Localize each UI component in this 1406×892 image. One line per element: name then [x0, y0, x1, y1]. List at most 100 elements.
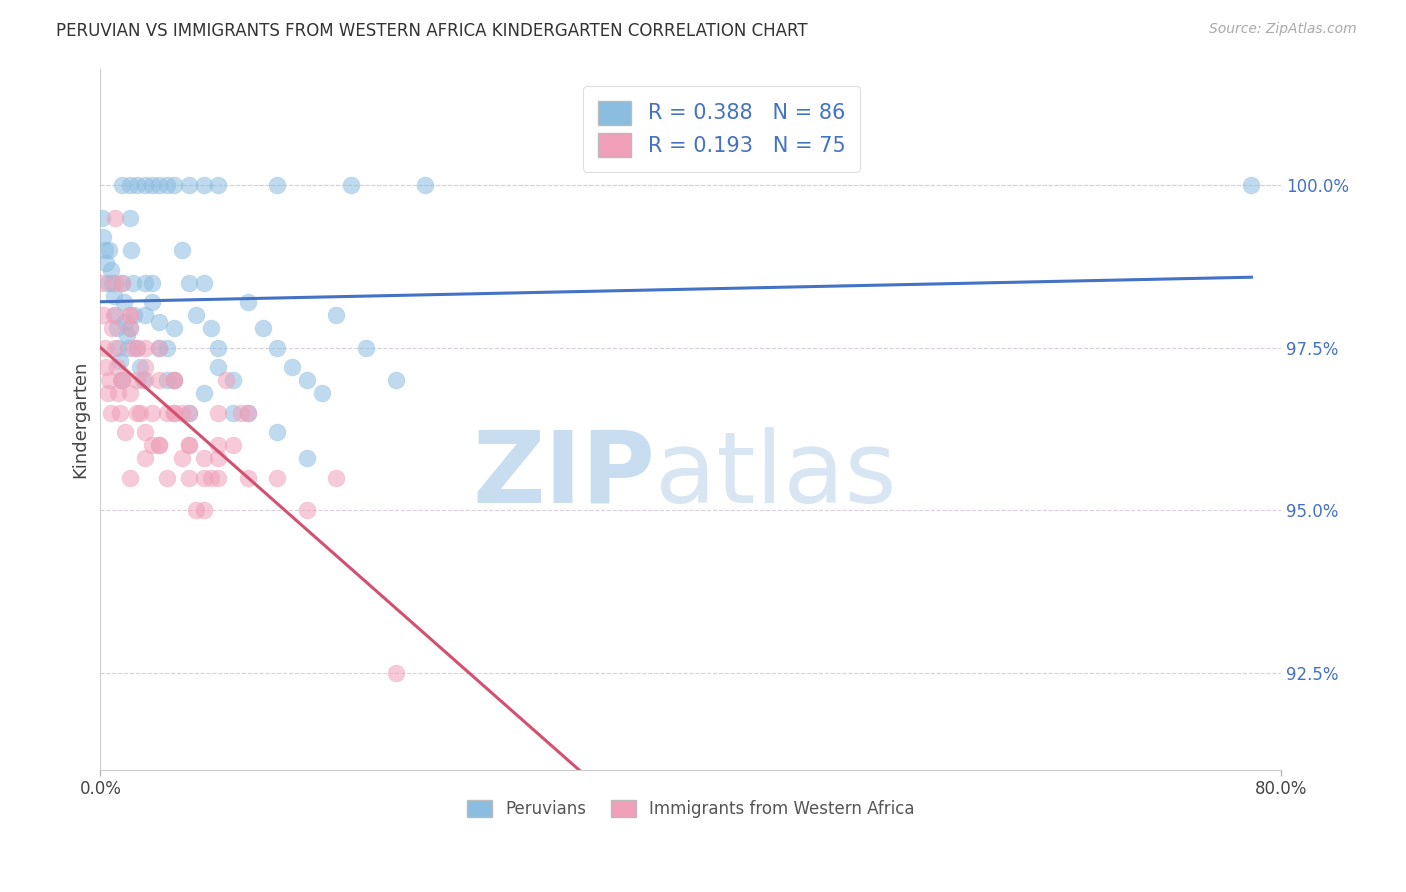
Point — [207, 406, 229, 420]
Point — [148, 341, 170, 355]
Point — [117, 341, 139, 355]
Point — [252, 321, 274, 335]
Point — [148, 178, 170, 193]
Point — [177, 406, 200, 420]
Point — [100, 263, 122, 277]
Point — [156, 341, 179, 355]
Point — [108, 353, 131, 368]
Point — [236, 295, 259, 310]
Point — [281, 360, 304, 375]
Point — [104, 341, 127, 355]
Point — [311, 386, 333, 401]
Point — [156, 406, 179, 420]
Point — [104, 276, 127, 290]
Point — [177, 438, 200, 452]
Point — [170, 244, 193, 258]
Point — [295, 451, 318, 466]
Point — [295, 373, 318, 387]
Point — [90, 276, 112, 290]
Point — [111, 178, 134, 193]
Point — [266, 471, 288, 485]
Point — [266, 178, 288, 193]
Point — [148, 438, 170, 452]
Point — [207, 471, 229, 485]
Point — [90, 211, 112, 225]
Point — [148, 315, 170, 329]
Point — [118, 321, 141, 335]
Point — [148, 438, 170, 452]
Point — [127, 341, 149, 355]
Point — [413, 178, 436, 193]
Point — [107, 341, 129, 355]
Point — [134, 178, 156, 193]
Point — [266, 341, 288, 355]
Point — [121, 341, 143, 355]
Point — [156, 373, 179, 387]
Point — [141, 438, 163, 452]
Point — [134, 360, 156, 375]
Point — [103, 309, 125, 323]
Point — [98, 244, 121, 258]
Point — [156, 178, 179, 193]
Point — [105, 360, 128, 375]
Point — [193, 276, 215, 290]
Point — [163, 321, 186, 335]
Y-axis label: Kindergarten: Kindergarten — [72, 360, 89, 478]
Point — [200, 321, 222, 335]
Point — [163, 178, 186, 193]
Point — [124, 309, 146, 323]
Point — [97, 386, 120, 401]
Point — [170, 406, 193, 420]
Point — [118, 386, 141, 401]
Point — [156, 471, 179, 485]
Point — [132, 373, 155, 387]
Point — [100, 406, 122, 420]
Legend: Peruvians, Immigrants from Western Africa: Peruvians, Immigrants from Western Afric… — [460, 793, 921, 825]
Point — [148, 341, 170, 355]
Point — [193, 503, 215, 517]
Point — [177, 406, 200, 420]
Point — [104, 309, 127, 323]
Point — [129, 406, 152, 420]
Point — [229, 406, 252, 420]
Point — [141, 276, 163, 290]
Point — [325, 471, 347, 485]
Point — [186, 503, 208, 517]
Point — [127, 341, 149, 355]
Point — [134, 373, 156, 387]
Point — [134, 309, 156, 323]
Point — [101, 276, 124, 290]
Point — [163, 406, 186, 420]
Point — [112, 295, 135, 310]
Point — [134, 451, 156, 466]
Point — [384, 665, 406, 680]
Point — [97, 276, 120, 290]
Point — [384, 373, 406, 387]
Point — [222, 406, 245, 420]
Point — [207, 360, 229, 375]
Point — [177, 276, 200, 290]
Point — [91, 309, 114, 323]
Point — [141, 295, 163, 310]
Point — [127, 406, 149, 420]
Text: PERUVIAN VS IMMIGRANTS FROM WESTERN AFRICA KINDERGARTEN CORRELATION CHART: PERUVIAN VS IMMIGRANTS FROM WESTERN AFRI… — [56, 22, 808, 40]
Point — [222, 438, 245, 452]
Point — [120, 244, 142, 258]
Point — [127, 178, 149, 193]
Point — [207, 341, 229, 355]
Point — [193, 451, 215, 466]
Point — [134, 341, 156, 355]
Text: atlas: atlas — [655, 427, 897, 524]
Point — [96, 360, 118, 375]
Point — [111, 276, 134, 290]
Point — [170, 451, 193, 466]
Point — [163, 373, 186, 387]
Point — [236, 406, 259, 420]
Point — [121, 276, 143, 290]
Point — [193, 386, 215, 401]
Point — [141, 406, 163, 420]
Point — [118, 321, 141, 335]
Point — [186, 309, 208, 323]
Point — [1240, 178, 1263, 193]
Point — [91, 230, 114, 244]
